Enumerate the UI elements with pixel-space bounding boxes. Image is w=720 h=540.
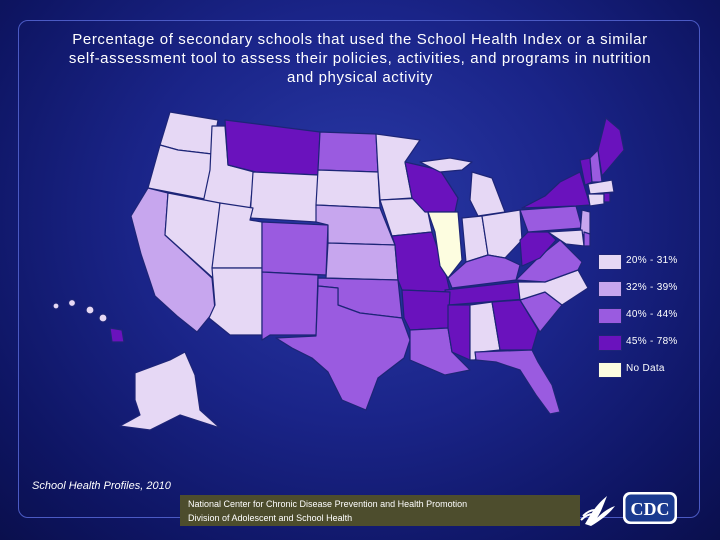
hhs-eagle-icon bbox=[580, 496, 615, 526]
legend-swatch bbox=[598, 362, 622, 378]
cdc-logo: CDC bbox=[580, 492, 677, 526]
legend-item: 32% - 39% bbox=[598, 281, 708, 308]
state-arkansas bbox=[401, 289, 451, 331]
state-massachusetts bbox=[587, 179, 615, 195]
cdc-logo-text: CDC bbox=[631, 499, 670, 519]
map-title: Percentage of secondary schools that use… bbox=[20, 30, 700, 87]
footer-division-name: Division of Adolescent and School Health bbox=[188, 513, 353, 523]
state-florida bbox=[474, 349, 561, 415]
state-texas bbox=[275, 285, 411, 411]
footer-bar: National Center for Chronic Disease Prev… bbox=[180, 495, 580, 526]
state-kansas bbox=[325, 242, 399, 281]
state-rhode-island bbox=[603, 192, 611, 203]
legend-label: 45% - 78% bbox=[626, 336, 678, 347]
state-pennsylvania bbox=[519, 205, 583, 233]
title-line-1: Percentage of secondary schools that use… bbox=[72, 31, 648, 48]
title-line-2: self-assessment tool to assess their pol… bbox=[68, 50, 652, 67]
state-new-mexico bbox=[261, 271, 319, 341]
legend-swatch bbox=[598, 281, 622, 297]
state-arizona bbox=[208, 267, 263, 336]
state-mississippi bbox=[447, 304, 471, 361]
state-alaska bbox=[119, 351, 221, 431]
legend-label: 20% - 31% bbox=[626, 255, 678, 266]
state-colorado bbox=[261, 221, 329, 276]
legend-label: No Data bbox=[626, 363, 665, 374]
state-maine bbox=[597, 117, 625, 177]
footer-center-name: National Center for Chronic Disease Prev… bbox=[188, 499, 468, 509]
state-north-dakota bbox=[317, 131, 379, 173]
map-legend: 20% - 31% 32% - 39% 40% - 44% 45% - 78% … bbox=[598, 254, 708, 389]
state-michigan-upper bbox=[419, 157, 473, 173]
state-hawaii bbox=[52, 298, 125, 343]
state-ohio bbox=[481, 209, 523, 259]
legend-item: 20% - 31% bbox=[598, 254, 708, 281]
title-line-3: and physical activity bbox=[287, 69, 433, 86]
source-citation: School Health Profiles, 2010 bbox=[32, 480, 171, 492]
legend-item: 40% - 44% bbox=[598, 308, 708, 335]
cdc-logo-badge-inner bbox=[625, 494, 675, 522]
state-michigan bbox=[469, 171, 506, 217]
state-delaware bbox=[583, 231, 591, 247]
state-new-york bbox=[521, 171, 591, 209]
legend-label: 40% - 44% bbox=[626, 309, 678, 320]
state-montana bbox=[224, 119, 321, 176]
legend-label: 32% - 39% bbox=[626, 282, 678, 293]
state-south-dakota bbox=[315, 169, 381, 209]
legend-swatch bbox=[598, 308, 622, 324]
state-georgia bbox=[491, 299, 539, 351]
state-kentucky bbox=[447, 254, 521, 289]
legend-item: No Data bbox=[598, 362, 708, 389]
state-connecticut bbox=[587, 193, 605, 207]
legend-swatch bbox=[598, 254, 622, 270]
legend-swatch bbox=[598, 335, 622, 351]
state-wyoming bbox=[249, 171, 319, 223]
legend-item: 45% - 78% bbox=[598, 335, 708, 362]
